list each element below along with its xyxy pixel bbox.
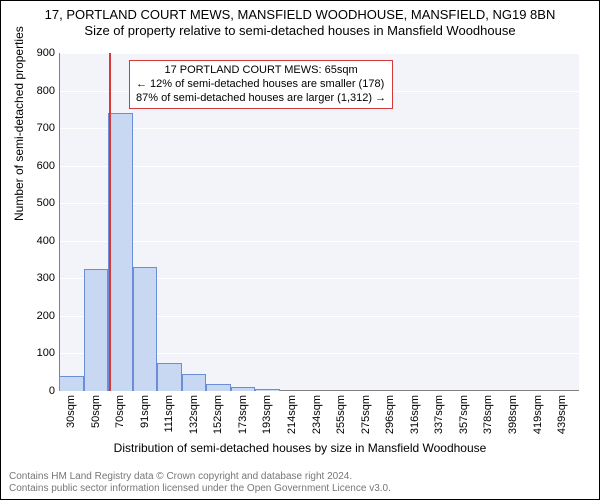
x-tick-label: 173sqm <box>237 395 249 434</box>
gridline <box>59 391 579 392</box>
histogram-bar <box>182 374 207 391</box>
y-tick-label: 700 <box>37 122 59 134</box>
x-tick-label: 111sqm <box>163 395 175 433</box>
x-tick-label: 398sqm <box>507 395 519 434</box>
y-tick-label: 800 <box>37 85 59 97</box>
x-tick-label: 193sqm <box>261 395 273 434</box>
gridline <box>59 241 579 242</box>
x-tick-label: 152sqm <box>212 395 224 434</box>
y-axis-title: Number of semi-detached properties <box>12 26 26 221</box>
annotation-line: 17 PORTLAND COURT MEWS: 65sqm <box>136 64 386 78</box>
x-tick-label: 357sqm <box>458 395 470 434</box>
annotation-box: 17 PORTLAND COURT MEWS: 65sqm← 12% of se… <box>129 60 393 109</box>
footer-attribution: Contains HM Land Registry data © Crown c… <box>9 471 391 495</box>
gridline <box>59 203 579 204</box>
x-tick-label: 439sqm <box>556 395 568 434</box>
x-tick-label: 70sqm <box>114 395 126 428</box>
histogram-bar <box>59 376 84 391</box>
annotation-line: 87% of semi-detached houses are larger (… <box>136 92 386 106</box>
x-tick-label: 91sqm <box>139 395 151 428</box>
x-axis-title: Distribution of semi-detached houses by … <box>1 441 599 455</box>
y-tick-label: 500 <box>37 197 59 209</box>
y-tick-label: 200 <box>37 310 59 322</box>
x-tick-label: 132sqm <box>188 395 200 434</box>
histogram-bar <box>133 267 158 391</box>
y-tick-label: 900 <box>37 47 59 59</box>
histogram-bar <box>157 363 182 391</box>
x-tick-label: 296sqm <box>384 395 396 434</box>
x-tick-label: 275sqm <box>360 395 372 434</box>
x-tick-label: 234sqm <box>311 395 323 434</box>
y-axis-line <box>59 53 60 391</box>
histogram-chart: 010020030040050060070080090030sqm50sqm70… <box>59 53 579 391</box>
x-tick-label: 255sqm <box>335 395 347 434</box>
histogram-bar <box>231 387 256 392</box>
histogram-bar <box>84 269 109 391</box>
x-tick-label: 30sqm <box>65 395 77 428</box>
page-subtitle: Size of property relative to semi-detach… <box>1 23 599 38</box>
y-tick-label: 300 <box>37 272 59 284</box>
gridline <box>59 53 579 54</box>
x-tick-label: 378sqm <box>482 395 494 434</box>
property-marker-line <box>109 53 111 391</box>
page-title: 17, PORTLAND COURT MEWS, MANSFIELD WOODH… <box>1 7 599 22</box>
x-tick-label: 419sqm <box>532 395 544 434</box>
footer-line-1: Contains HM Land Registry data © Crown c… <box>9 471 391 483</box>
gridline <box>59 166 579 167</box>
x-tick-label: 316sqm <box>409 395 421 434</box>
annotation-line: ← 12% of semi-detached houses are smalle… <box>136 78 386 92</box>
histogram-bar <box>206 384 231 392</box>
y-tick-label: 400 <box>37 235 59 247</box>
x-tick-label: 214sqm <box>286 395 298 434</box>
x-tick-label: 337sqm <box>433 395 445 434</box>
y-tick-label: 0 <box>49 385 59 397</box>
y-tick-label: 600 <box>37 160 59 172</box>
gridline <box>59 128 579 129</box>
histogram-bar <box>255 389 280 391</box>
footer-line-2: Contains public sector information licen… <box>9 483 391 495</box>
histogram-bar <box>108 113 133 391</box>
y-tick-label: 100 <box>37 347 59 359</box>
x-tick-label: 50sqm <box>90 395 102 428</box>
